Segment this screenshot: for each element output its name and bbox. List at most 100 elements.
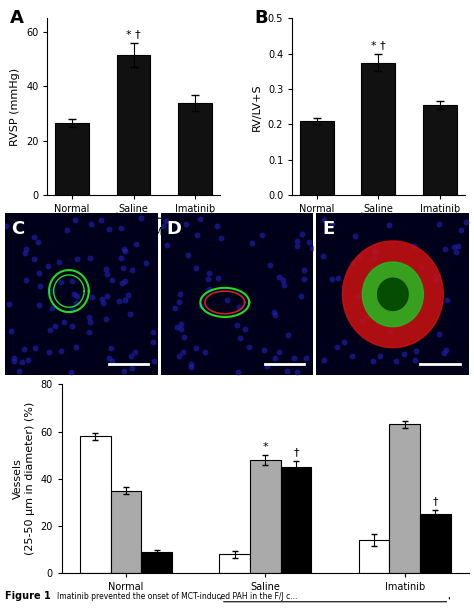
- Point: [120, 367, 128, 376]
- Point: [394, 300, 401, 309]
- Text: †: †: [433, 496, 438, 506]
- Point: [435, 329, 443, 339]
- Text: MCT: MCT: [154, 227, 175, 237]
- Point: [51, 321, 58, 331]
- Point: [98, 215, 105, 224]
- Point: [458, 225, 465, 235]
- Point: [300, 265, 308, 274]
- Point: [68, 367, 75, 376]
- Point: [177, 325, 184, 334]
- Point: [47, 286, 55, 296]
- Point: [370, 253, 377, 263]
- Bar: [281, 467, 311, 573]
- Point: [351, 231, 358, 241]
- Bar: [178, 102, 212, 195]
- Point: [86, 317, 94, 326]
- Bar: [359, 540, 390, 573]
- Point: [121, 276, 129, 286]
- Y-axis label: RV/LV+S: RV/LV+S: [252, 83, 262, 131]
- Point: [213, 221, 221, 231]
- Point: [72, 298, 80, 307]
- Point: [73, 342, 80, 351]
- Point: [55, 257, 63, 267]
- Point: [333, 343, 341, 353]
- Point: [348, 351, 356, 361]
- Point: [69, 321, 76, 331]
- Point: [49, 303, 56, 313]
- Text: E: E: [323, 220, 335, 238]
- Text: D: D: [167, 220, 182, 238]
- Point: [149, 337, 156, 347]
- Point: [300, 274, 308, 284]
- Point: [357, 253, 365, 262]
- Bar: [80, 436, 111, 573]
- Point: [70, 289, 77, 299]
- Point: [179, 347, 186, 357]
- Point: [302, 353, 310, 363]
- Point: [105, 354, 113, 364]
- Point: [293, 367, 301, 377]
- Point: [394, 320, 402, 329]
- Point: [192, 263, 200, 273]
- Point: [102, 314, 110, 324]
- Bar: [420, 514, 451, 573]
- Point: [328, 219, 336, 229]
- Point: [223, 295, 231, 304]
- Point: [127, 309, 134, 318]
- Point: [103, 292, 110, 301]
- Point: [394, 279, 402, 289]
- Circle shape: [378, 278, 408, 310]
- Point: [451, 242, 458, 251]
- Point: [400, 349, 408, 359]
- Point: [73, 291, 81, 301]
- Point: [328, 274, 336, 284]
- Point: [284, 330, 292, 340]
- Text: C: C: [11, 220, 24, 238]
- Point: [263, 361, 271, 371]
- Point: [440, 348, 447, 358]
- Point: [236, 303, 243, 312]
- Point: [64, 226, 71, 235]
- Point: [2, 221, 9, 231]
- Point: [163, 216, 170, 226]
- Point: [340, 337, 348, 347]
- Bar: [55, 123, 89, 195]
- Point: [58, 346, 65, 356]
- Point: [184, 249, 192, 259]
- Point: [175, 297, 183, 307]
- Point: [100, 298, 107, 308]
- Point: [309, 243, 316, 253]
- Point: [293, 242, 301, 251]
- Point: [25, 354, 32, 364]
- Point: [85, 327, 93, 337]
- Point: [386, 326, 394, 336]
- Point: [383, 286, 391, 296]
- Point: [386, 220, 393, 229]
- Point: [164, 240, 171, 250]
- Point: [132, 239, 140, 248]
- Text: Imatinib prevented the onset of MCT-induced PAH in the F/J c...: Imatinib prevented the onset of MCT-indu…: [57, 592, 297, 601]
- Text: †: †: [293, 448, 299, 458]
- Point: [334, 273, 342, 283]
- Point: [176, 289, 183, 298]
- Point: [108, 343, 115, 353]
- Point: [131, 348, 139, 357]
- Point: [31, 343, 39, 353]
- Bar: [117, 55, 150, 195]
- Bar: [362, 63, 395, 195]
- Point: [30, 232, 37, 242]
- Point: [60, 317, 68, 327]
- Point: [159, 221, 166, 231]
- Point: [87, 218, 95, 228]
- Point: [46, 325, 54, 334]
- Point: [293, 236, 301, 246]
- Text: B: B: [254, 10, 268, 27]
- Point: [248, 239, 256, 248]
- Point: [86, 253, 94, 262]
- Point: [369, 264, 376, 274]
- Point: [150, 356, 158, 365]
- Point: [15, 367, 23, 376]
- Point: [187, 362, 195, 371]
- Point: [280, 274, 287, 284]
- Point: [320, 355, 328, 365]
